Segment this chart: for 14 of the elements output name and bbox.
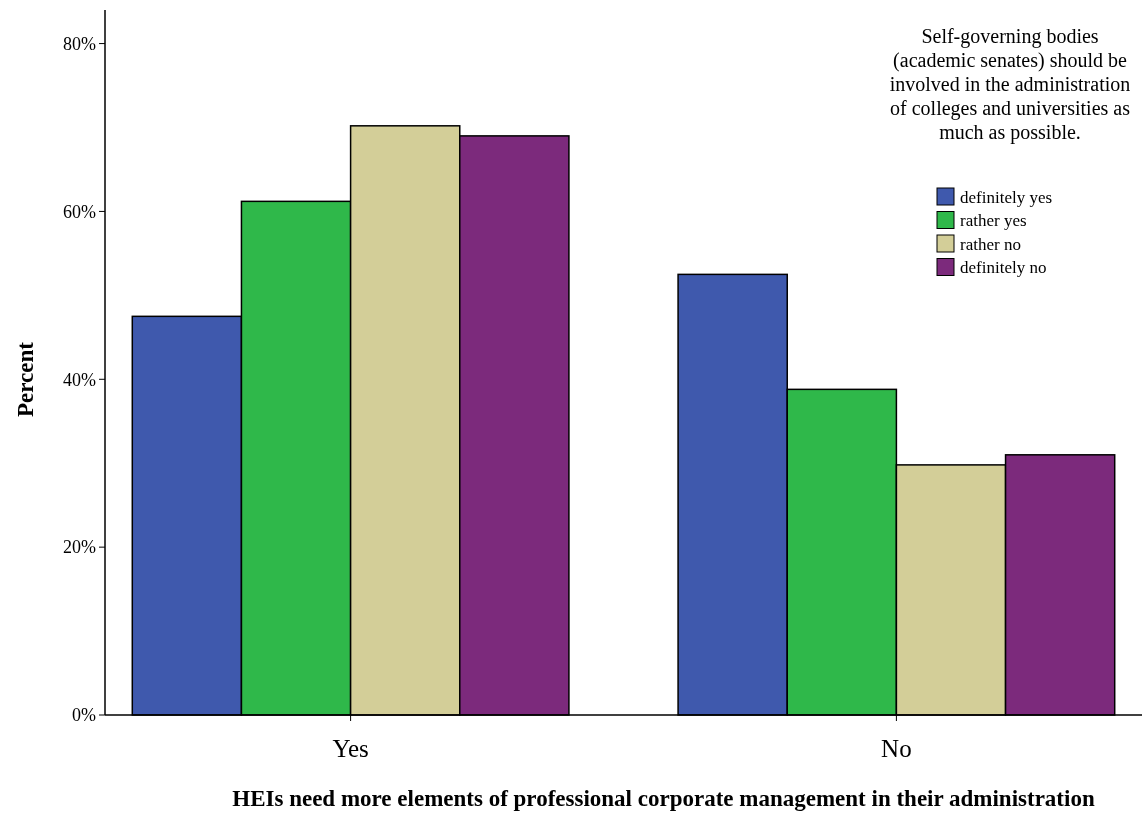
y-tick-label: 40%	[63, 369, 96, 390]
legend-title: Self-governing bodies (academic senates) should be involved in the administration of colleges and universities as much as possible.	[889, 25, 1131, 144]
legend-label: rather no	[960, 234, 1021, 254]
legend-label: definitely yes	[960, 187, 1053, 207]
x-tick-label: Yes	[332, 735, 369, 762]
x-tick-label: No	[881, 735, 912, 762]
y-tick-label: 60%	[63, 201, 96, 222]
legend-label: rather yes	[960, 211, 1027, 231]
y-axis-title: Percent	[13, 341, 38, 417]
legend-label: definitely no	[960, 258, 1047, 278]
y-tick-label: 0%	[72, 705, 96, 726]
y-tick-label: 80%	[63, 33, 96, 54]
y-tick-label: 20%	[63, 537, 96, 558]
x-axis-title: HEIs need more elements of professional corporate management in their administration	[232, 786, 1095, 811]
